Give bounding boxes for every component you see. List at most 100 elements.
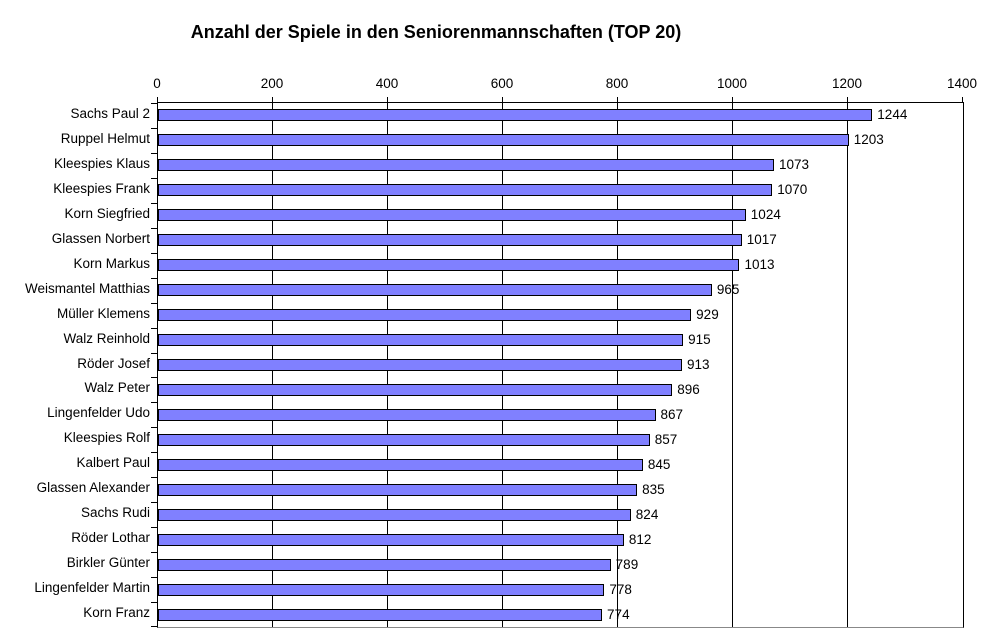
x-tick-label: 0 (153, 76, 161, 91)
bar-value-label: 915 (688, 332, 711, 348)
bar (158, 508, 631, 521)
category-label: Glassen Alexander (36, 480, 150, 496)
x-tick-label: 1400 (946, 76, 978, 91)
category-label: Sachs Paul 2 (70, 106, 150, 121)
x-tick-label: 600 (490, 76, 514, 91)
category-label: Walz Reinhold (63, 330, 150, 346)
category-tick-mark (151, 203, 157, 204)
bar-value-label: 835 (642, 481, 665, 497)
category-tick-mark (151, 402, 157, 403)
category-tick-mark (151, 427, 157, 428)
bar (158, 483, 638, 496)
category-tick-mark (151, 477, 157, 478)
bar (158, 159, 774, 172)
bar-value-label: 1070 (777, 182, 808, 198)
x-tick-label: 200 (260, 76, 284, 91)
bar (158, 359, 682, 371)
bar (158, 284, 712, 297)
bar-value-label: 1073 (778, 157, 810, 173)
bar (158, 184, 773, 197)
category-tick-mark (151, 303, 157, 304)
category-tick-mark (151, 228, 157, 229)
category-tick-mark (151, 153, 157, 154)
x-tick-label: 1000 (716, 76, 748, 91)
bar (158, 134, 849, 147)
bar (158, 383, 673, 396)
bar-value-label: 812 (628, 531, 652, 547)
category-label: Walz Peter (84, 380, 150, 396)
bar (158, 408, 656, 421)
category-tick-mark (151, 626, 157, 627)
bar-value-label: 778 (609, 581, 632, 597)
bar-value-label: 1017 (746, 232, 777, 248)
category-tick-mark (151, 602, 157, 603)
category-label: Röder Josef (77, 355, 150, 371)
category-tick-mark (151, 552, 157, 553)
category-tick-mark (151, 377, 157, 378)
category-label: Weismantel Matthias (24, 280, 150, 296)
x-tick-mark (732, 97, 733, 102)
bar (158, 583, 605, 596)
category-tick-mark (151, 253, 157, 254)
chart-title: Anzahl der Spiele in den Seniorenmannsch… (190, 22, 682, 42)
category-label: Korn Markus (73, 255, 150, 271)
bar (158, 458, 643, 471)
gridline (732, 103, 733, 627)
category-label: Müller Klemens (56, 305, 150, 321)
category-axis-labels: Sachs Paul 2 Ruppel Helmut Kleespies Klaus… (0, 102, 150, 626)
x-tick-mark (157, 97, 158, 102)
x-tick-mark (617, 97, 618, 102)
category-label: Kleespies Klaus (53, 155, 150, 171)
category-tick-mark (151, 452, 157, 453)
category-tick-mark (151, 178, 157, 179)
bar-value-label: 1013 (744, 257, 775, 273)
bar-value-label: 1244 (877, 107, 908, 123)
x-tick-mark (502, 97, 503, 102)
category-tick-mark (151, 128, 157, 129)
bar-value-label: 965 (716, 282, 740, 298)
category-label: Röder Lothar (71, 530, 150, 546)
bar-value-label: 845 (647, 456, 671, 472)
bar-value-label: 789 (615, 556, 639, 572)
x-tick-label: 800 (605, 76, 629, 91)
category-label: Sachs Rudi (80, 505, 150, 521)
category-label: Korn Siegfried (64, 205, 150, 221)
x-tick-mark (847, 97, 848, 102)
category-label: Ruppel Helmut (60, 130, 150, 146)
x-tick-mark (387, 97, 388, 102)
category-label: Lingenfelder Martin (34, 580, 150, 596)
bar-value-label: 857 (654, 431, 678, 447)
bar-value-label: 913 (686, 357, 710, 372)
gridline (847, 103, 848, 627)
category-label: Korn Franz (83, 605, 150, 621)
category-tick-mark (151, 353, 157, 354)
bar-value-label: 1203 (853, 132, 884, 148)
bar (158, 533, 624, 546)
category-label: Lingenfelder Udo (47, 405, 150, 421)
bar-value-label: 896 (677, 381, 700, 397)
bar (158, 558, 611, 571)
category-tick-mark (151, 502, 157, 503)
x-tick-label: 1200 (831, 76, 863, 91)
bar (158, 309, 692, 322)
bar-value-label: 867 (660, 406, 684, 422)
plot-area: 1244 1203 1073 1070 1024 1017 1013 965 929 915 913… (151, 102, 964, 628)
bar-value-label: 774 (607, 606, 630, 622)
bar (158, 608, 603, 621)
category-tick-mark (151, 527, 157, 528)
category-tick-mark (151, 278, 157, 279)
category-tick-mark (151, 577, 157, 578)
category-label: Birkler Günter (66, 555, 150, 571)
x-tick-label: 400 (375, 76, 399, 91)
bar (158, 234, 742, 247)
bar-value-label: 824 (635, 506, 659, 522)
category-label: Kleespies Frank (53, 180, 150, 196)
category-label: Glassen Norbert (51, 230, 150, 246)
bar (158, 209, 746, 222)
bar-value-label: 1024 (750, 207, 781, 223)
bar-value-label: 929 (696, 307, 719, 323)
bar (158, 109, 873, 122)
bar (158, 433, 650, 446)
category-tick-mark (151, 328, 157, 329)
